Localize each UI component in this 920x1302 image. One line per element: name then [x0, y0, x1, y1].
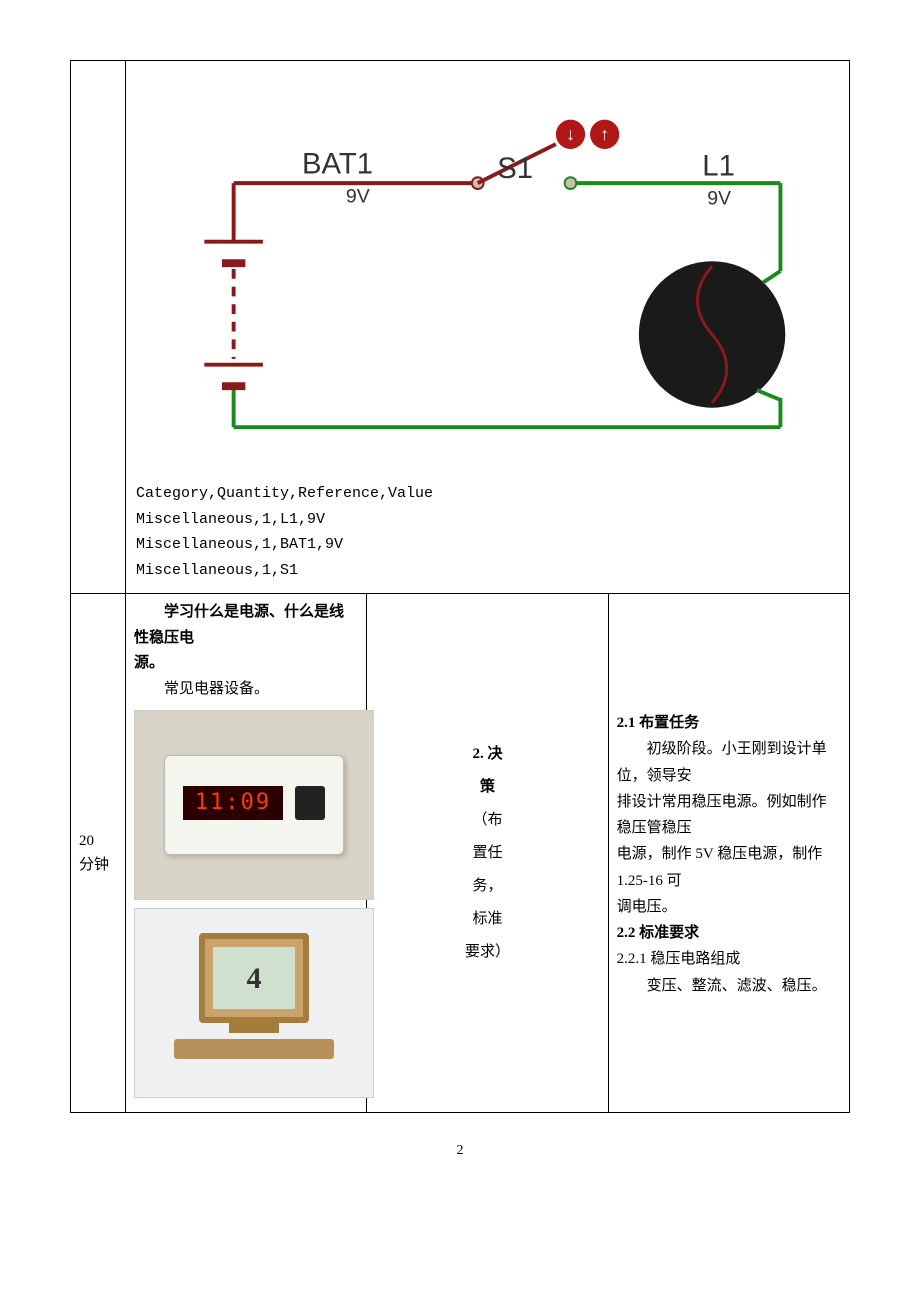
device-calendar-image: 4: [134, 908, 374, 1098]
circuit-diagram: ↓ ↑: [126, 61, 849, 477]
lesson-table: ↓ ↑: [70, 60, 850, 1113]
row1-time-empty: [71, 61, 126, 594]
row-lesson: 20 分钟 学习什么是电源、什么是线性稳压电 源。 常见电器设备。 11:09: [71, 594, 850, 1113]
page-number: 2: [70, 1143, 850, 1159]
calendar-box: 4: [164, 933, 344, 1073]
mid-l2: 策: [375, 771, 599, 804]
label-bat-name: BAT1: [302, 147, 373, 180]
mid-cell: 2. 决 策 （布 置任 务， 标准 要求）: [367, 594, 608, 1113]
clock-box: 11:09: [164, 755, 344, 855]
cal-stand: [229, 1023, 279, 1033]
bom-row-1: Miscellaneous,1,BAT1,9V: [136, 536, 343, 553]
mid-l6: 标准: [375, 903, 599, 936]
wire-lamp-out: [757, 390, 780, 400]
right-p2a: 2.2.1 稳压电路组成: [617, 946, 841, 972]
label-lamp-value: 9V: [707, 188, 731, 210]
right-p2b: 变压、整流、滤波、稳压。: [617, 973, 841, 999]
mid-l7: 要求）: [375, 936, 599, 969]
right-p1a: 初级阶段。小王刚到设计单位，领导安: [617, 736, 841, 789]
row-circuit: ↓ ↑: [71, 61, 850, 594]
mid-l5: 务，: [375, 870, 599, 903]
badge-down-glyph: ↓: [566, 124, 575, 144]
cal-frame: 4: [199, 933, 309, 1023]
right-p1d: 调电压。: [617, 899, 677, 915]
page-container: ↓ ↑: [0, 0, 920, 1199]
bom-block: Category,Quantity,Reference,Value Miscel…: [126, 477, 849, 593]
mid-l1: 2. 决: [375, 738, 599, 771]
label-sw-name: S1: [497, 152, 533, 185]
bom-header: Category,Quantity,Reference,Value: [136, 485, 433, 502]
cal-screen: 4: [213, 947, 295, 1009]
clock-knob: [295, 786, 325, 820]
row1-content-cell: ↓ ↑: [126, 61, 850, 594]
time-cell: 20 分钟: [71, 594, 126, 1113]
right-content: 2.1 布置任务 初级阶段。小王刚到设计单位，领导安 排设计常用稳压电源。例如制…: [617, 600, 841, 999]
switch-pin-right: [565, 177, 577, 189]
left-line1a: 学习什么是电源、什么是线性稳压电: [134, 600, 358, 651]
circuit-svg: ↓ ↑: [136, 71, 839, 471]
mid-l3: （布: [375, 804, 599, 837]
right-p1c: 电源，制作 5V 稳压电源，制作 1.25-16 可: [617, 846, 823, 888]
left-cell: 学习什么是电源、什么是线性稳压电 源。 常见电器设备。 11:09 4: [126, 594, 367, 1113]
right-h1: 2.1 布置任务: [617, 710, 841, 736]
badge-up-glyph: ↑: [600, 124, 609, 144]
bom-row-2: Miscellaneous,1,S1: [136, 562, 298, 579]
time-value: 20 分钟: [79, 833, 109, 873]
device-clock-image: 11:09: [134, 710, 374, 900]
cal-base: [174, 1039, 334, 1059]
left-line1b: 源。: [134, 655, 164, 671]
bom-row-0: Miscellaneous,1,L1,9V: [136, 511, 325, 528]
mid-l4: 置任: [375, 837, 599, 870]
left-line2: 常见电器设备。: [134, 677, 358, 703]
label-lamp-name: L1: [702, 149, 735, 182]
right-p1b: 排设计常用稳压电源。例如制作稳压管稳压: [617, 794, 827, 836]
right-cell: 2.1 布置任务 初级阶段。小王刚到设计单位，领导安 排设计常用稳压电源。例如制…: [608, 594, 849, 1113]
left-content: 学习什么是电源、什么是线性稳压电 源。 常见电器设备。 11:09 4: [134, 600, 358, 1098]
label-bat-value: 9V: [346, 186, 370, 208]
right-h2: 2.2 标准要求: [617, 920, 841, 946]
wire-lamp-in: [763, 271, 781, 283]
clock-display: 11:09: [183, 786, 283, 820]
